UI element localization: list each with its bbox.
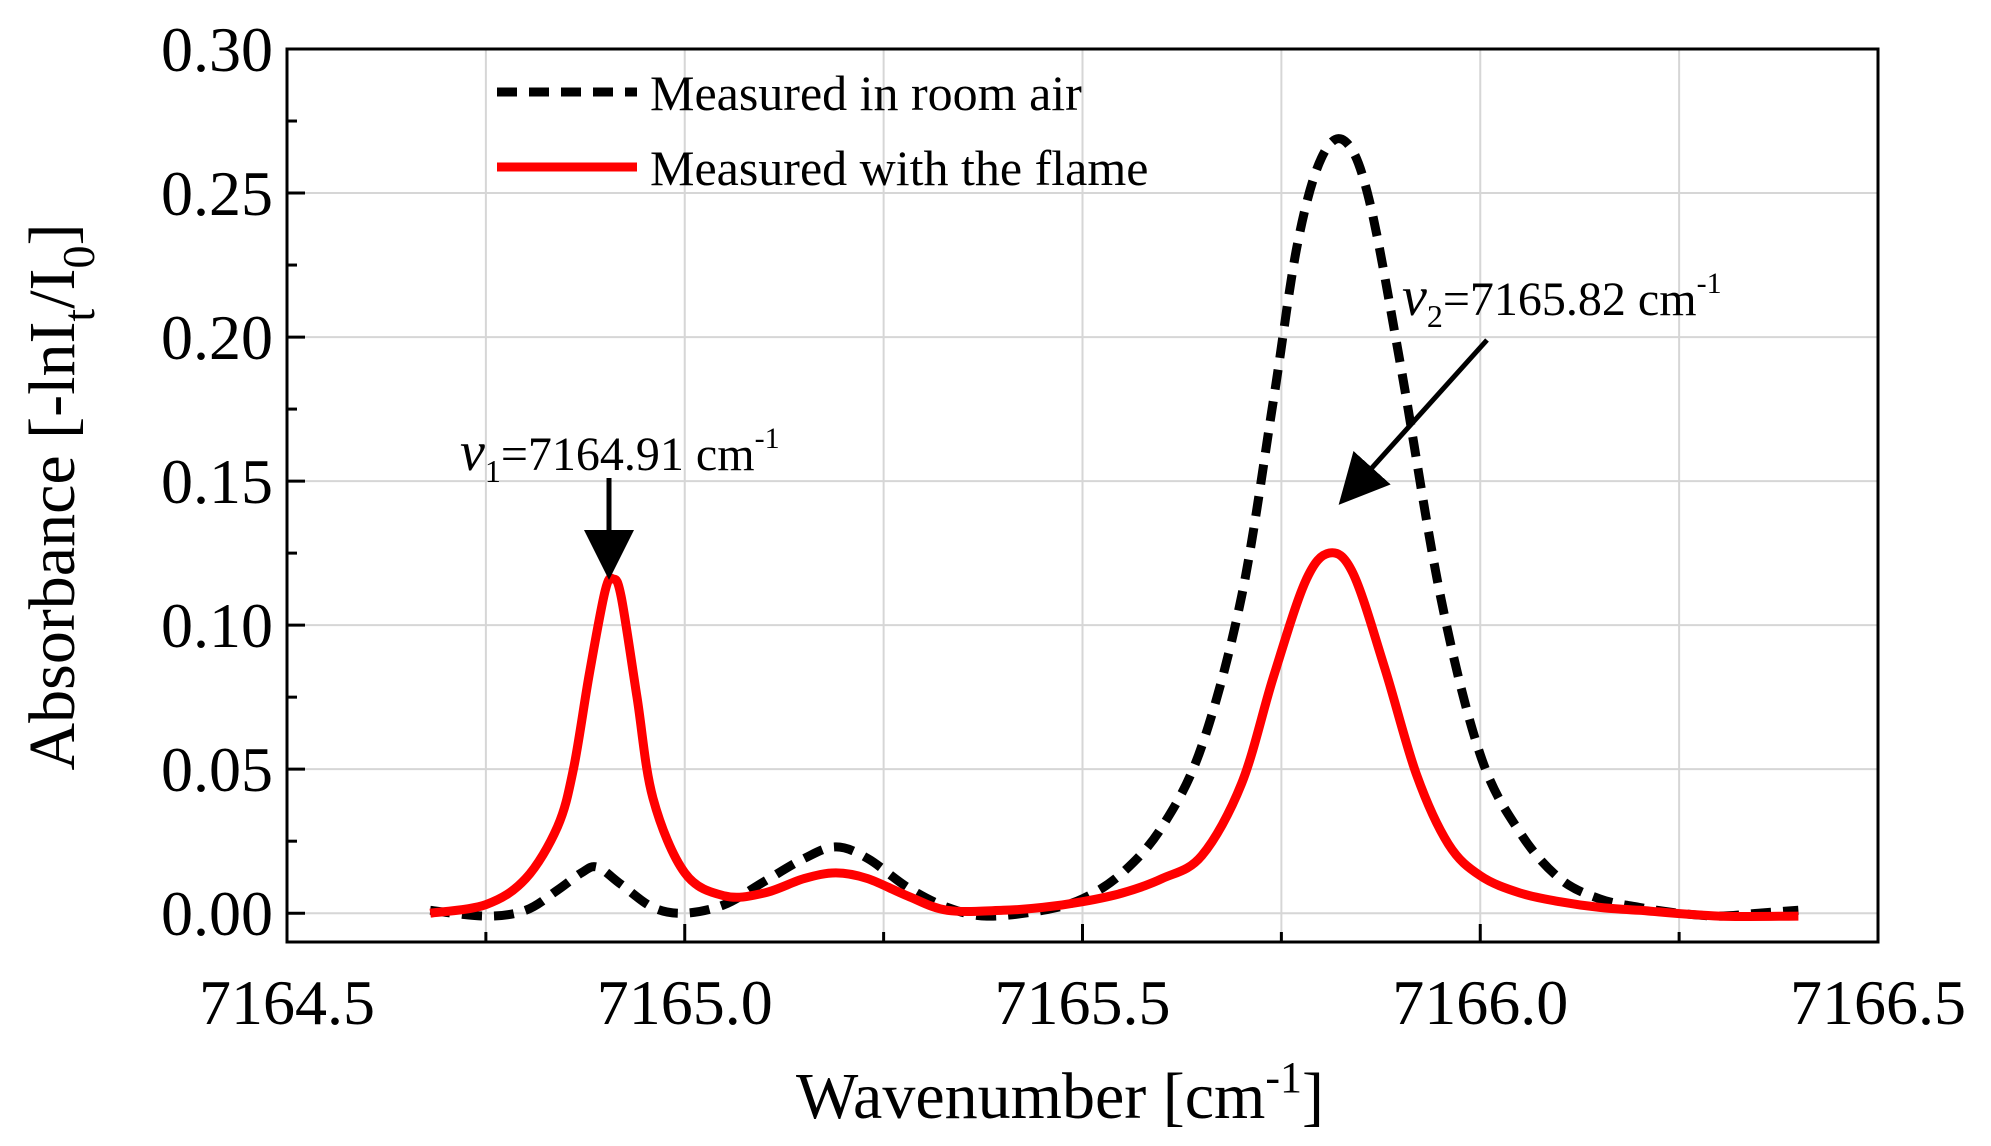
annotation-v2-arrow [1338, 338, 1489, 505]
grid-lines [286, 48, 1879, 942]
annotation-v2-label: v2=7165.82 cm-1 [1402, 266, 1722, 334]
x-tick-label: 7165.5 [995, 967, 1171, 1038]
y-tick-label: 0.25 [161, 158, 273, 229]
series-group [429, 134, 1799, 921]
x-tick-label: 7165.0 [597, 967, 773, 1038]
x-tick-label: 7166.5 [1790, 967, 1966, 1038]
y-tick-label: 0.30 [161, 14, 273, 85]
legend-label-room-air: Measured in room air [650, 65, 1082, 121]
y-axis-title: Absorbance [-lnIt/I0] [16, 223, 104, 770]
legend-label-flame: Measured with the flame [650, 140, 1148, 196]
x-tick-label: 7164.5 [199, 967, 375, 1038]
x-tick-label: 7166.0 [1392, 967, 1568, 1038]
annotation-v2: v2=7165.82 cm-1 [1338, 266, 1722, 505]
y-tick-label: 0.20 [161, 302, 273, 373]
ticks [285, 47, 1880, 942]
annotation-v1-label: v1=7164.91 cm-1 [460, 421, 780, 489]
series-line-flame [429, 548, 1799, 921]
y-tick-label: 0.00 [161, 878, 273, 949]
series-line-room-air [429, 134, 1799, 921]
y-tick-label: 0.05 [161, 734, 273, 805]
y-tick-label: 0.10 [161, 590, 273, 661]
legend: Measured in room air Measured with the f… [497, 65, 1148, 196]
annotation-v1: v1=7164.91 cm-1 [460, 421, 780, 580]
x-axis-title: Wavenumber [cm-1] [796, 1053, 1324, 1133]
y-tick-label: 0.15 [161, 446, 273, 517]
